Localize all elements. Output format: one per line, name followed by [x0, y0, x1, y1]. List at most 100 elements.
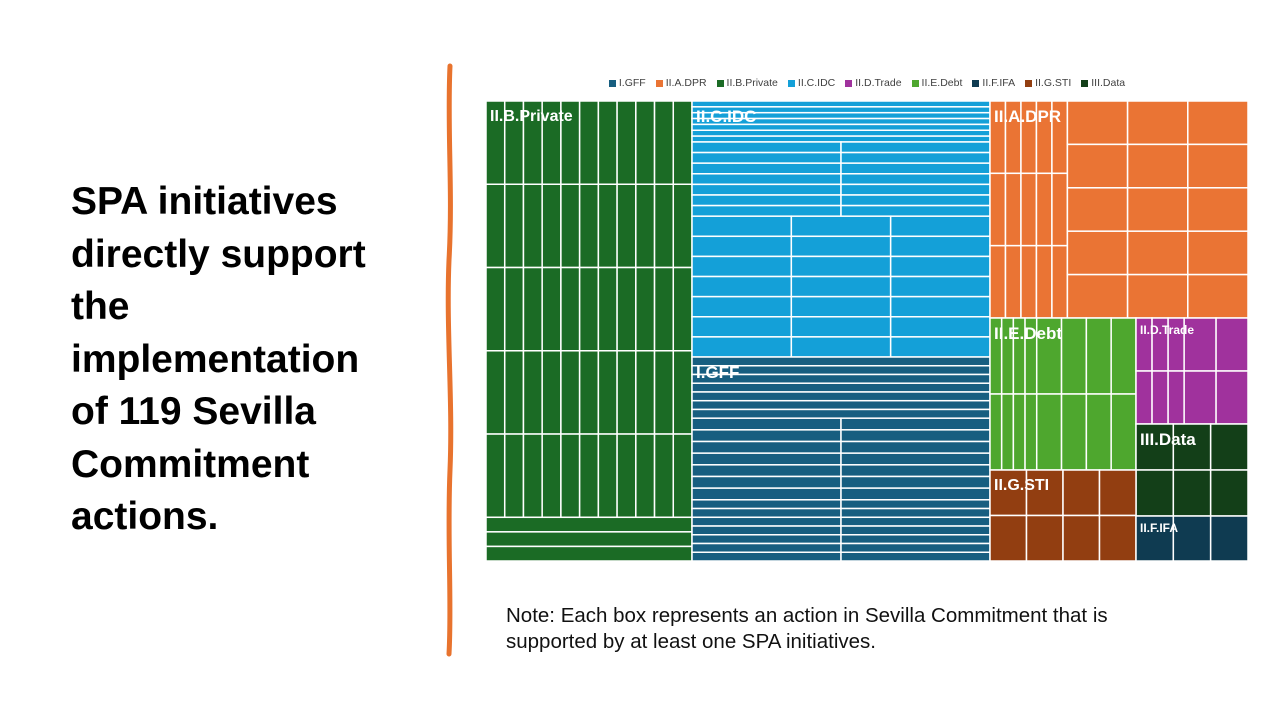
treemap-box [597, 183, 618, 269]
treemap-box [691, 204, 842, 217]
treemap-box [597, 433, 618, 519]
treemap-chart: II.B.Private II.C.IDC I.GFF II.A.DPR II.E.De… [486, 101, 1248, 561]
treemap-box [1035, 393, 1063, 471]
treemap-box [889, 316, 991, 338]
treemap-box [560, 433, 581, 519]
treemap-box [1060, 393, 1088, 471]
treemap-box [790, 316, 892, 338]
treemap-box [578, 183, 600, 269]
treemap-group-ii-e-debt [989, 317, 1137, 471]
treemap-box [522, 433, 543, 519]
legend-swatch [911, 79, 919, 87]
treemap-box [840, 487, 991, 501]
treemap-box [889, 215, 991, 238]
treemap-box [1135, 515, 1175, 561]
treemap-box [691, 399, 991, 411]
treemap-box [691, 135, 991, 143]
treemap-box [840, 194, 991, 207]
treemap-box [486, 531, 693, 548]
treemap-box [503, 266, 525, 352]
treemap-box [1172, 469, 1212, 517]
treemap-box [691, 391, 991, 402]
treemap-box [840, 204, 991, 217]
treemap-box [616, 183, 637, 269]
treemap-box [672, 433, 693, 519]
treemap-box [691, 440, 842, 454]
legend-label: II.B.Private [726, 77, 778, 89]
treemap-box [1035, 172, 1053, 247]
treemap-box [691, 429, 842, 443]
treemap-box [1187, 143, 1248, 189]
treemap-box [653, 433, 675, 519]
treemap-box [578, 101, 600, 186]
treemap-box [653, 101, 675, 186]
treemap-box [989, 172, 1007, 247]
treemap-box [597, 266, 618, 352]
legend-swatch [655, 79, 663, 87]
treemap-box [672, 350, 693, 435]
treemap-box [790, 215, 892, 238]
treemap-box [1126, 187, 1189, 232]
treemap-box [1066, 143, 1129, 189]
treemap-box [889, 275, 991, 298]
treemap-box [1187, 273, 1248, 319]
treemap-box [1020, 172, 1038, 247]
treemap-box [691, 417, 842, 431]
orange-divider-line [445, 63, 454, 657]
treemap-group-ii-g-sti [989, 469, 1137, 561]
treemap-box [1187, 187, 1248, 232]
treemap-box [1051, 172, 1069, 247]
treemap-box [503, 350, 525, 435]
treemap-label: III.Data [1140, 430, 1196, 449]
treemap-box [691, 151, 842, 164]
treemap-box [840, 151, 991, 164]
treemap-box [1066, 101, 1129, 146]
legend-swatch [716, 79, 724, 87]
treemap-box [840, 417, 991, 431]
legend-label: II.E.Debt [921, 77, 963, 89]
treemap-label: II.D.Trade [1140, 323, 1194, 337]
treemap-box [1004, 244, 1022, 319]
treemap-label: II.F.IFA [1140, 521, 1178, 535]
treemap-box [691, 235, 793, 258]
treemap-box [1172, 515, 1212, 561]
treemap-box [840, 534, 991, 545]
treemap-box [616, 266, 637, 352]
treemap-box [522, 266, 543, 352]
treemap-box [1098, 469, 1137, 517]
treemap-box [691, 487, 842, 501]
treemap-box [616, 101, 637, 186]
treemap-box [1209, 469, 1248, 517]
treemap-box [653, 183, 675, 269]
treemap-box [691, 525, 842, 536]
legend-item-ii-e-debt: II.E.Debt [911, 77, 963, 89]
treemap-box [889, 295, 991, 318]
treemap-box [560, 350, 581, 435]
treemap-box [578, 433, 600, 519]
treemap-box [790, 336, 892, 358]
treemap-box [1012, 393, 1026, 471]
treemap-box [522, 183, 543, 269]
treemap-box [1062, 514, 1101, 561]
legend-item-ii-c-idc: II.C.IDC [787, 77, 836, 89]
treemap-box [840, 440, 991, 454]
legend-item-ii-b-private: II.B.Private [716, 77, 778, 89]
note-line-2: supported by at least one SPA initiative… [506, 630, 876, 653]
treemap-box [989, 393, 1003, 471]
treemap-box [541, 266, 562, 352]
legend-label: II.D.Trade [855, 77, 902, 89]
legend-label: II.C.IDC [797, 77, 836, 89]
treemap-box [1183, 370, 1217, 425]
treemap-box [840, 173, 991, 186]
treemap-box [1209, 423, 1248, 471]
treemap-box [541, 433, 562, 519]
treemap-box [1215, 317, 1248, 372]
treemap-box [597, 101, 618, 186]
treemap-box [1187, 230, 1248, 276]
treemap-box [691, 129, 991, 137]
treemap-label: II.A.DPR [994, 107, 1061, 126]
treemap-box [486, 433, 506, 519]
treemap-box [840, 551, 991, 561]
treemap-group-ii-d-trade [1135, 317, 1248, 425]
treemap-box [691, 316, 793, 338]
